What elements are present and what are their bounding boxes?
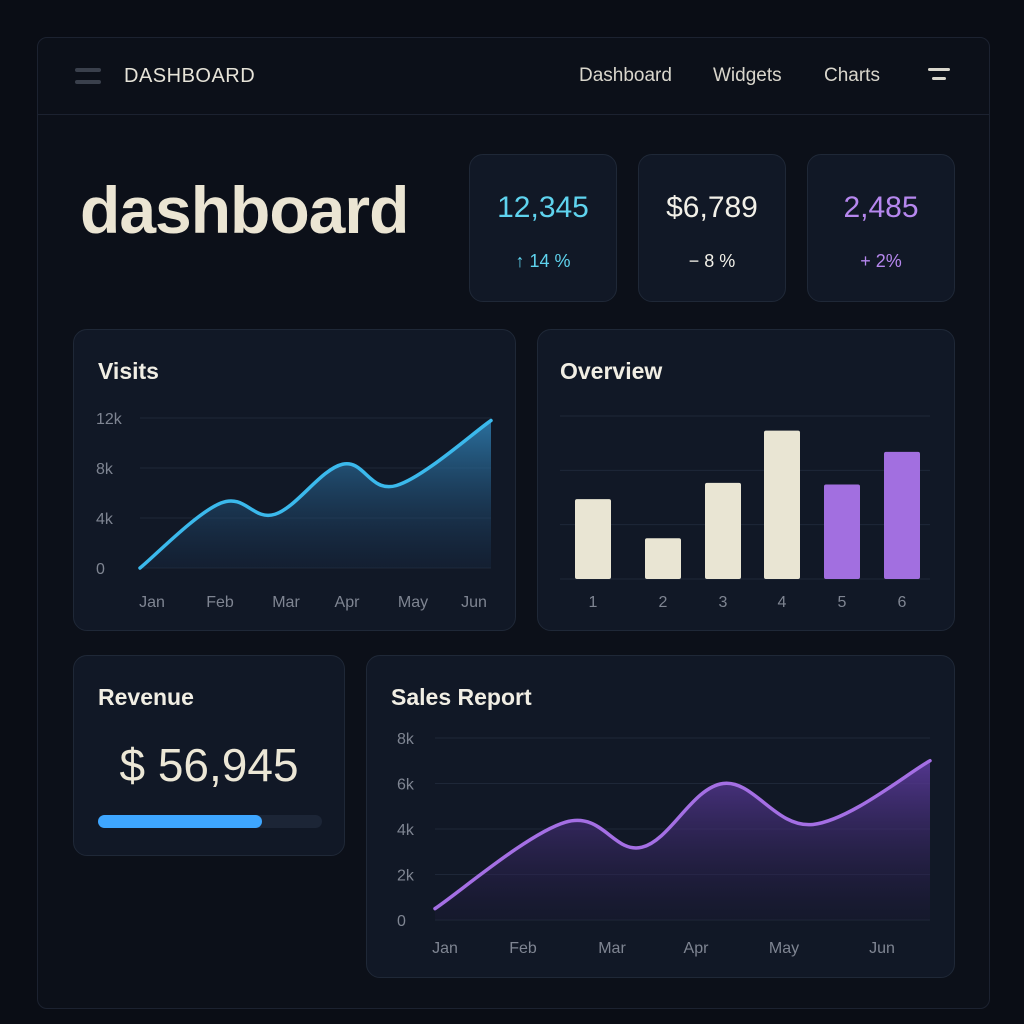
x-tick-label: 3 xyxy=(719,594,728,611)
overview-card[interactable]: Overview 1 2 3 4 5 6 xyxy=(537,329,955,631)
x-tick-label: Jun xyxy=(461,594,487,611)
revenue-card[interactable]: Revenue $ 56,945 xyxy=(73,655,345,856)
x-tick-label: Jun xyxy=(869,940,895,957)
visits-chart: 12k 8k 4k 0 Jan Feb Mar Apr May Jun xyxy=(96,411,493,611)
y-tick-label: 4k xyxy=(397,822,415,839)
visits-card[interactable]: Visits 12k 8k 4k 0 Jan Feb Mar Apr May Jun xyxy=(73,329,516,631)
y-tick-label: 8k xyxy=(397,731,415,748)
x-tick-label: Feb xyxy=(509,940,537,957)
x-tick-label: 1 xyxy=(589,594,598,611)
series-line xyxy=(433,759,932,911)
bar-6[interactable] xyxy=(884,451,920,579)
nav-widgets[interactable]: Widgets xyxy=(713,65,782,86)
x-tick-label: Apr xyxy=(335,594,361,611)
stat-value: 2,485 xyxy=(843,191,919,224)
revenue-progress-track xyxy=(98,815,322,828)
app-title: DASHBOARD xyxy=(124,65,256,87)
bar-5[interactable] xyxy=(824,484,860,579)
x-tick-label: 6 xyxy=(898,594,907,611)
x-tick-label: 4 xyxy=(778,594,787,611)
revenue-progress-fill xyxy=(98,815,262,828)
x-tick-label: Feb xyxy=(206,594,234,611)
bar-4[interactable] xyxy=(764,430,800,579)
sales-report-title: Sales Report xyxy=(391,684,532,710)
x-tick-label: Apr xyxy=(684,940,710,957)
y-tick-label: 2k xyxy=(397,868,415,885)
x-tick-label: Jan xyxy=(432,940,458,957)
x-tick-label: 2 xyxy=(659,594,668,611)
x-tick-label: Mar xyxy=(598,940,626,957)
revenue-value: $ 56,945 xyxy=(119,739,299,791)
series-line xyxy=(138,418,493,570)
stat-delta: ↑ 14 % xyxy=(515,251,571,271)
page-title: dashboard xyxy=(80,173,409,247)
stat-card-visits[interactable]: 12,345 ↑ 14 % xyxy=(469,154,617,302)
bar-3[interactable] xyxy=(705,482,741,579)
stat-value: $6,789 xyxy=(666,191,758,224)
revenue-title: Revenue xyxy=(98,684,194,710)
stat-value: 12,345 xyxy=(497,191,589,224)
x-tick-label: Jan xyxy=(139,594,165,611)
x-tick-label: Mar xyxy=(272,594,300,611)
x-tick-label: May xyxy=(769,940,799,957)
x-tick-label: May xyxy=(398,594,428,611)
y-tick-label: 12k xyxy=(96,411,123,428)
y-tick-label: 8k xyxy=(96,461,114,478)
stat-card-sales[interactable]: $6,789 − 8 % xyxy=(638,154,786,302)
bar-2[interactable] xyxy=(645,538,681,579)
visits-title: Visits xyxy=(98,358,159,384)
y-tick-label: 4k xyxy=(96,511,114,528)
sales-report-card[interactable]: Sales Report 8k 6k 4k 2k 0 Jan Feb Mar Apr May Jun xyxy=(366,655,955,978)
filter-icon[interactable] xyxy=(928,68,950,84)
nav-charts[interactable]: Charts xyxy=(824,65,880,86)
bar-1[interactable] xyxy=(575,499,611,579)
nav-dashboard[interactable]: Dashboard xyxy=(579,65,672,86)
hamburger-menu-icon[interactable] xyxy=(75,68,101,86)
series-area xyxy=(140,420,491,568)
y-tick-label: 6k xyxy=(397,777,415,794)
stat-delta: − 8 % xyxy=(688,251,736,271)
top-bar: DASHBOARD Dashboard Widgets Charts xyxy=(38,38,989,115)
sales-report-chart: 8k 6k 4k 2k 0 Jan Feb Mar Apr May Jun xyxy=(397,731,932,957)
y-tick-label: 0 xyxy=(397,913,406,930)
overview-title: Overview xyxy=(560,358,663,384)
y-tick-label: 0 xyxy=(96,561,105,578)
overview-chart: 1 2 3 4 5 6 xyxy=(560,415,930,611)
series-area xyxy=(435,760,930,920)
stat-delta: + 2% xyxy=(860,251,902,271)
stat-card-users[interactable]: 2,485 + 2% xyxy=(807,154,955,302)
x-tick-label: 5 xyxy=(838,594,847,611)
